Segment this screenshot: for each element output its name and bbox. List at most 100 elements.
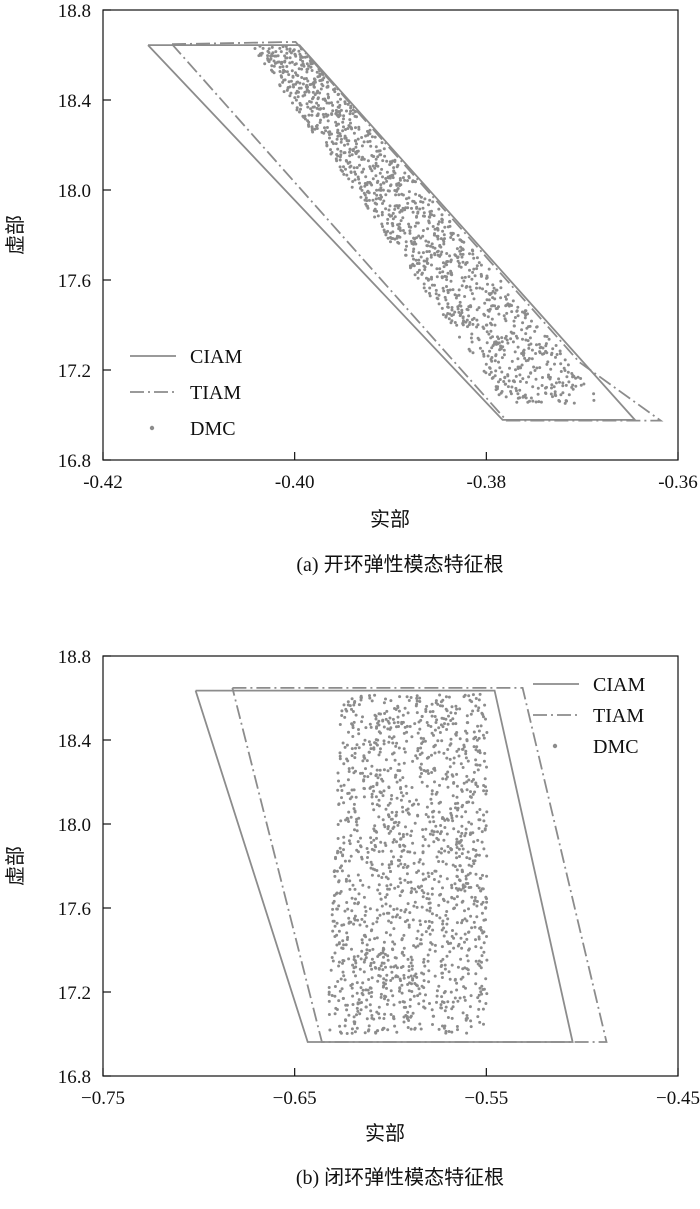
dmc-point: [510, 385, 514, 389]
dmc-point: [442, 991, 446, 995]
dmc-point: [396, 163, 400, 167]
dmc-point: [457, 747, 461, 751]
dmc-point: [436, 297, 440, 301]
dmc-point: [375, 908, 379, 912]
dmc-point: [353, 756, 357, 760]
dmc-point: [407, 975, 410, 979]
dmc-point: [344, 1003, 348, 1007]
dmc-point: [475, 738, 479, 742]
dmc-point: [335, 943, 339, 947]
dmc-point: [396, 885, 400, 889]
dmc-point: [428, 294, 432, 298]
dmc-point: [505, 311, 509, 315]
dmc-point: [382, 1017, 386, 1020]
dmc-point: [435, 855, 439, 859]
dmc-point: [403, 231, 407, 235]
dmc-point: [425, 259, 429, 263]
dmc-point: [361, 715, 364, 719]
dmc-point: [399, 862, 403, 866]
dmc-point: [477, 826, 481, 830]
dmc-point: [534, 352, 538, 355]
dmc-point: [325, 141, 328, 144]
dmc-point: [353, 828, 356, 832]
dmc-point: [466, 972, 470, 976]
dmc-point: [487, 332, 491, 336]
dmc-point: [461, 1011, 465, 1015]
dmc-point: [503, 336, 507, 340]
dmc-point: [383, 994, 387, 998]
dmc-point: [442, 233, 446, 237]
dmc-point: [336, 980, 340, 983]
dmc-point: [504, 382, 508, 386]
dmc-point: [464, 810, 468, 814]
dmc-point: [371, 177, 375, 181]
dmc-point: [410, 829, 414, 833]
dmc-point: [356, 175, 360, 179]
dmc-point: [446, 1016, 450, 1019]
dmc-point: [336, 837, 340, 840]
x-tick-label: −0.55: [464, 1088, 508, 1109]
dmc-point: [397, 709, 401, 713]
dmc-point: [444, 314, 448, 318]
dmc-point: [352, 802, 356, 806]
dmc-point: [445, 877, 449, 881]
dmc-point: [393, 707, 396, 710]
dmc-point: [471, 792, 475, 796]
legend-label: TIAM: [190, 382, 241, 404]
dmc-point: [338, 723, 342, 726]
dmc-point: [464, 756, 468, 760]
dmc-point: [420, 272, 424, 276]
dmc-point: [445, 940, 449, 944]
dmc-point: [430, 1008, 434, 1012]
dmc-point: [394, 975, 398, 979]
dmc-point: [329, 968, 333, 972]
dmc-point: [363, 756, 367, 760]
dmc-point: [418, 194, 421, 198]
dmc-point: [460, 921, 464, 925]
dmc-point: [373, 713, 377, 717]
dmc-point: [335, 921, 339, 925]
dmc-point: [470, 332, 474, 336]
dmc-point: [374, 197, 378, 201]
dmc-point: [437, 860, 441, 863]
dmc-point: [335, 122, 339, 126]
dmc-point: [509, 330, 513, 334]
dmc-point: [455, 921, 459, 925]
dmc-point: [405, 695, 409, 699]
dmc-point: [472, 920, 476, 924]
dmc-point: [366, 159, 370, 163]
dmc-point: [398, 769, 402, 773]
dmc-point: [520, 328, 524, 332]
dmc-point: [406, 957, 410, 961]
dmc-point: [482, 813, 485, 817]
dmc-point: [358, 967, 362, 971]
dmc-point: [398, 832, 401, 836]
dmc-point: [412, 861, 416, 865]
dmc-point: [450, 847, 454, 851]
dmc-point: [341, 959, 345, 962]
dmc-point: [384, 697, 387, 701]
dmc-point: [434, 824, 438, 828]
dmc-point: [370, 699, 374, 703]
dmc-point: [373, 166, 377, 170]
dmc-point: [381, 849, 385, 853]
dmc-point: [342, 835, 346, 839]
dmc-point: [291, 83, 295, 87]
dmc-point: [488, 373, 492, 376]
dmc-point: [352, 807, 356, 811]
dmc-point: [502, 348, 506, 352]
dmc-point: [564, 399, 568, 403]
dmc-point: [401, 805, 404, 809]
dmc-point: [377, 188, 381, 192]
dmc-point: [445, 910, 449, 913]
dmc-point: [287, 73, 291, 77]
dmc-point: [515, 309, 519, 313]
dmc-point: [350, 1031, 354, 1035]
dmc-point: [291, 101, 294, 105]
dmc-point: [353, 959, 357, 963]
dmc-point: [332, 894, 336, 897]
dmc-point: [472, 840, 476, 844]
dmc-point: [437, 726, 441, 730]
dmc-point: [443, 963, 447, 967]
dmc-point: [365, 998, 369, 1002]
